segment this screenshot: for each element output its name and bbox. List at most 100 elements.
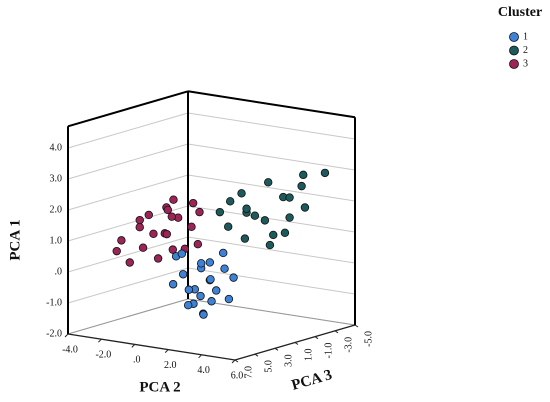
- point: [300, 203, 310, 212]
- box-edge: [187, 90, 356, 119]
- y-tick: [254, 353, 259, 357]
- floor-edge: [67, 298, 189, 335]
- legend-label: 3: [523, 58, 528, 69]
- point: [138, 243, 148, 252]
- grid-line: [187, 236, 356, 264]
- x-tick-label: .0: [133, 355, 141, 366]
- point: [169, 195, 178, 204]
- point: [220, 264, 229, 273]
- x-tick-label: -4.0: [62, 344, 78, 355]
- point: [117, 236, 126, 245]
- x-tick-label: 6.0: [231, 370, 244, 381]
- point: [320, 168, 330, 178]
- point: [199, 310, 208, 319]
- x-tick: [131, 344, 136, 348]
- point: [167, 212, 176, 221]
- z-axis-label: PCA 1: [7, 219, 23, 260]
- legend-label: 1: [523, 31, 528, 42]
- x-tick: [64, 333, 69, 338]
- y-tick-label: -3.0: [343, 337, 354, 353]
- grid-line: [67, 267, 189, 304]
- z-tick-label: 1.0: [50, 235, 63, 246]
- z-tick-label: 3.0: [50, 173, 63, 184]
- point: [149, 229, 158, 238]
- point: [280, 228, 290, 237]
- grid-line: [187, 205, 356, 233]
- point: [112, 246, 121, 256]
- legend-swatch: [509, 32, 519, 42]
- point: [297, 181, 306, 191]
- x-tick: [231, 359, 236, 364]
- x-axis-label: PCA 2: [139, 379, 180, 395]
- y-tick: [334, 330, 339, 334]
- z-tick-label: -1.0: [46, 297, 62, 308]
- point: [168, 245, 177, 254]
- point: [184, 285, 194, 294]
- y-tick-label: 1.0: [303, 349, 314, 362]
- y-tick: [354, 324, 359, 328]
- y-tick: [294, 342, 299, 345]
- grid-line: [187, 143, 356, 171]
- point: [224, 294, 234, 304]
- floor-edge: [187, 298, 356, 326]
- point: [188, 198, 198, 208]
- point: [196, 259, 206, 268]
- point: [195, 207, 204, 217]
- legend-swatch: [509, 45, 519, 56]
- point: [162, 229, 172, 239]
- grid-line: [187, 174, 356, 202]
- point: [269, 230, 278, 240]
- grid-line: [67, 174, 189, 211]
- point: [163, 205, 173, 215]
- point: [125, 258, 134, 267]
- point: [135, 215, 144, 225]
- y-tick: [314, 336, 319, 340]
- x-tick: [198, 354, 202, 359]
- y-tick-label: -5.0: [363, 331, 374, 347]
- z-tick-label: 4.0: [50, 142, 63, 153]
- y-tick-label: 7.0: [243, 366, 254, 379]
- point: [264, 178, 273, 187]
- point: [168, 280, 178, 289]
- point: [183, 300, 193, 310]
- grid-line: [187, 267, 356, 295]
- point: [299, 170, 308, 180]
- point: [285, 193, 294, 202]
- y-tick: [274, 347, 279, 351]
- x-tick-label: 2.0: [164, 360, 177, 371]
- point: [187, 222, 196, 232]
- point: [229, 273, 238, 282]
- box-edge: [67, 90, 189, 128]
- legend-title: Cluster: [498, 5, 542, 20]
- z-tick-label: -2.0: [46, 328, 62, 339]
- point: [250, 211, 260, 220]
- point: [223, 222, 233, 231]
- point: [193, 240, 203, 249]
- point: [237, 189, 246, 198]
- z-tick-label: 2.0: [50, 204, 63, 215]
- floor-edge: [67, 333, 236, 361]
- x-tick: [98, 338, 102, 343]
- x-tick: [164, 349, 169, 353]
- grid-line: [187, 112, 356, 140]
- point: [265, 240, 275, 250]
- point: [215, 207, 225, 217]
- y-tick-label: -1.0: [323, 343, 334, 359]
- point: [218, 248, 228, 258]
- grid-line: [67, 236, 189, 273]
- grid-line: [67, 112, 189, 149]
- point: [178, 270, 188, 279]
- point: [207, 297, 216, 306]
- point: [135, 223, 144, 232]
- x-tick-label: 4.0: [197, 365, 210, 376]
- point: [206, 275, 215, 284]
- y-axis-label: PCA 3: [290, 367, 334, 394]
- y-tick: [234, 359, 239, 363]
- point: [205, 258, 215, 267]
- point: [196, 291, 205, 301]
- grid-line: [67, 143, 189, 180]
- legend-label: 2: [523, 45, 528, 56]
- y-tick-label: 3.0: [283, 354, 294, 367]
- point: [225, 197, 235, 206]
